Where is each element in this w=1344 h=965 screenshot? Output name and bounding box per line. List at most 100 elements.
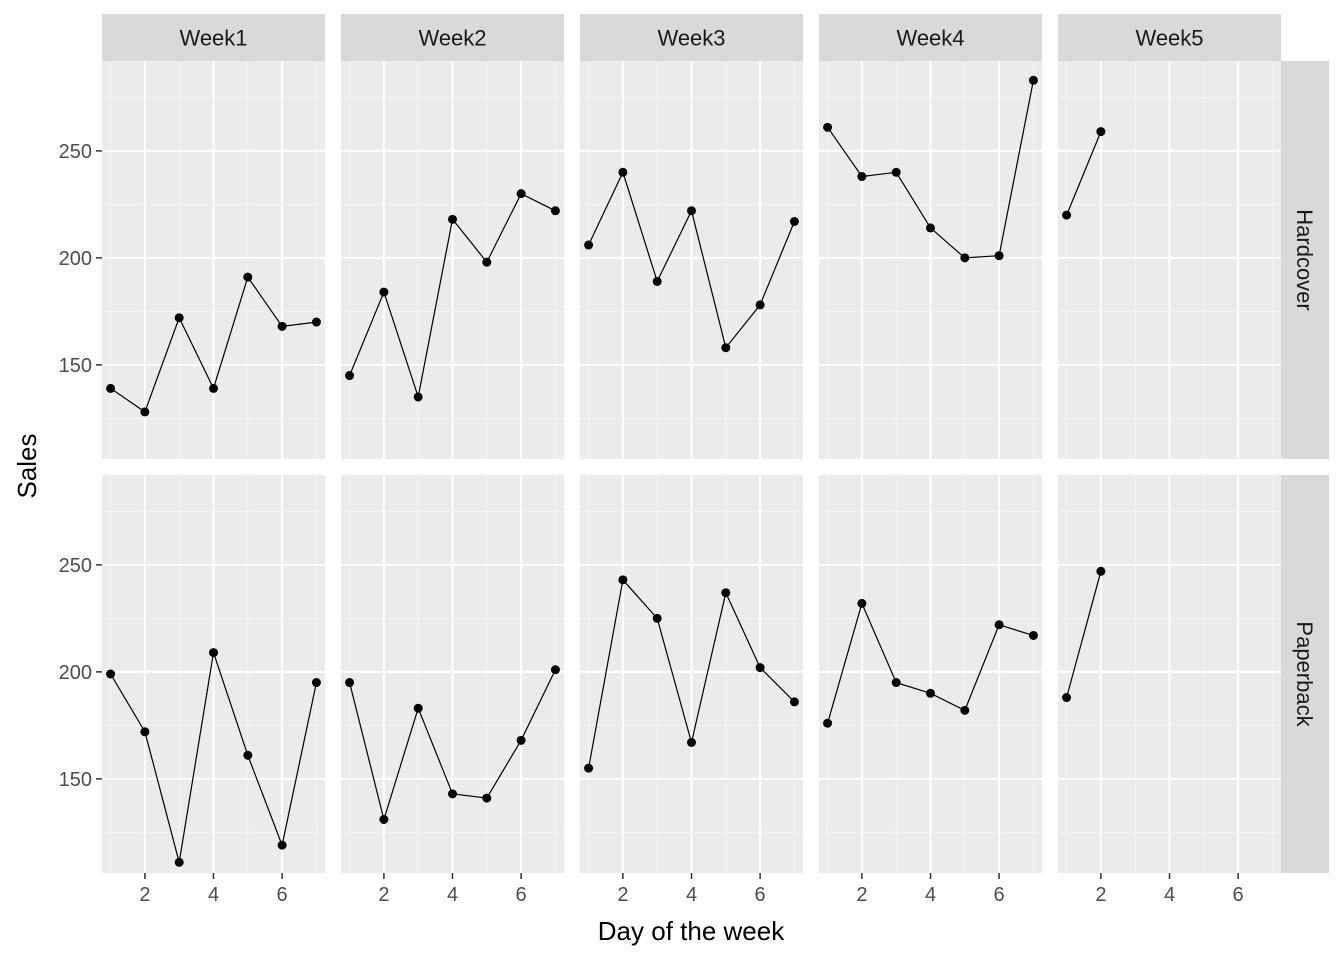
x-axis-title: Day of the week — [598, 916, 785, 946]
data-point — [960, 705, 970, 715]
x-tick-label: 4 — [208, 884, 219, 906]
column-strip-label: Week5 — [1135, 26, 1203, 51]
y-tick-label: 150 — [59, 769, 92, 791]
series-line — [1066, 131, 1102, 216]
x-tick-label: 6 — [994, 884, 1005, 906]
x-tick-label: 6 — [277, 884, 288, 906]
ticks-layer: 150 200 250 150 200 250 2 4 6 2 4 6 2 4 6 2 4 6 2 4 6 — [59, 141, 1244, 906]
data-point — [823, 122, 833, 132]
data-point — [106, 669, 116, 679]
x-tick-label: 4 — [1164, 884, 1175, 906]
data-point — [482, 257, 492, 267]
x-tick-label: 6 — [1233, 884, 1244, 906]
data-point — [755, 300, 765, 310]
data-point — [174, 313, 184, 323]
data-point — [1062, 210, 1072, 220]
data-point — [209, 383, 218, 393]
data-point — [277, 840, 287, 850]
data-point — [721, 588, 731, 598]
data-point — [891, 678, 901, 688]
data-point — [516, 735, 526, 745]
strips-layer: Week1 Week2 Week3 Week4 Week5 Hardcover Paperb… — [102, 14, 1329, 873]
data-point — [584, 763, 594, 773]
row-strip — [1281, 61, 1329, 459]
column-strip — [102, 14, 325, 61]
data-point — [106, 383, 116, 393]
panel-paperback-week5 — [1058, 475, 1281, 873]
y-tick-label: 150 — [59, 355, 92, 377]
panels-layer — [102, 61, 1281, 873]
data-point — [174, 857, 184, 867]
data-point — [413, 392, 423, 402]
data-point — [994, 251, 1004, 261]
column-strip — [341, 14, 564, 61]
data-point — [687, 737, 696, 747]
data-point — [550, 665, 560, 675]
data-point — [209, 648, 218, 658]
panel-paperback-week1 — [102, 475, 325, 873]
data-point — [345, 678, 355, 688]
panel-paperback-week3 — [580, 475, 803, 873]
data-point — [379, 815, 389, 825]
panel-hardcover-week2 — [341, 61, 564, 459]
y-tick-label: 200 — [59, 662, 92, 684]
data-point — [618, 575, 628, 585]
column-strip — [819, 14, 1042, 61]
panel-hardcover-week3 — [580, 61, 803, 459]
data-point — [755, 663, 765, 673]
column-strip — [1058, 14, 1281, 61]
data-point — [926, 223, 935, 233]
column-strip — [580, 14, 803, 61]
panel-paperback-week4 — [819, 475, 1042, 873]
x-tick-label: 2 — [617, 884, 628, 906]
column-strip-label: Week4 — [896, 26, 964, 51]
x-tick-label: 2 — [378, 884, 389, 906]
data-point — [652, 613, 662, 623]
x-tick-label: 6 — [516, 884, 527, 906]
panel-paperback-week2 — [341, 475, 564, 873]
x-tick-label: 2 — [1095, 884, 1106, 906]
data-point — [311, 317, 321, 327]
x-tick-label: 6 — [755, 884, 766, 906]
panel-hardcover-week4 — [819, 61, 1042, 459]
x-tick-label: 4 — [925, 884, 936, 906]
data-point — [721, 343, 731, 353]
data-point — [857, 172, 867, 182]
series-line — [1066, 571, 1102, 698]
data-point — [1096, 127, 1106, 137]
data-point — [311, 678, 321, 688]
x-tick-label: 2 — [856, 884, 867, 906]
x-tick-label: 2 — [139, 884, 150, 906]
y-axis-title: Sales — [12, 433, 42, 498]
data-point — [482, 793, 492, 803]
data-point — [1028, 630, 1038, 640]
x-tick-label: 4 — [447, 884, 458, 906]
y-tick-label: 200 — [59, 248, 92, 270]
row-strip — [1281, 475, 1329, 873]
data-point — [823, 718, 833, 728]
data-point — [550, 206, 560, 216]
y-tick-label: 250 — [59, 555, 92, 577]
data-point — [140, 407, 150, 417]
row-strip-label: Paperback — [1292, 621, 1317, 727]
panel-hardcover-week5 — [1058, 61, 1281, 459]
data-point — [516, 189, 526, 199]
data-point — [584, 240, 594, 250]
data-point — [1062, 693, 1072, 703]
data-point — [994, 620, 1004, 630]
data-point — [926, 688, 935, 698]
data-point — [243, 272, 253, 282]
data-point — [652, 276, 662, 286]
row-strip-label: Hardcover — [1292, 209, 1317, 310]
data-point — [243, 750, 253, 760]
data-point — [379, 287, 389, 297]
data-point — [448, 789, 457, 799]
column-strip-label: Week1 — [179, 26, 247, 51]
data-point — [277, 321, 287, 331]
y-tick-label: 250 — [59, 141, 92, 163]
column-strip-label: Week3 — [657, 26, 725, 51]
data-point — [413, 703, 423, 713]
column-strip-label: Week2 — [418, 26, 486, 51]
